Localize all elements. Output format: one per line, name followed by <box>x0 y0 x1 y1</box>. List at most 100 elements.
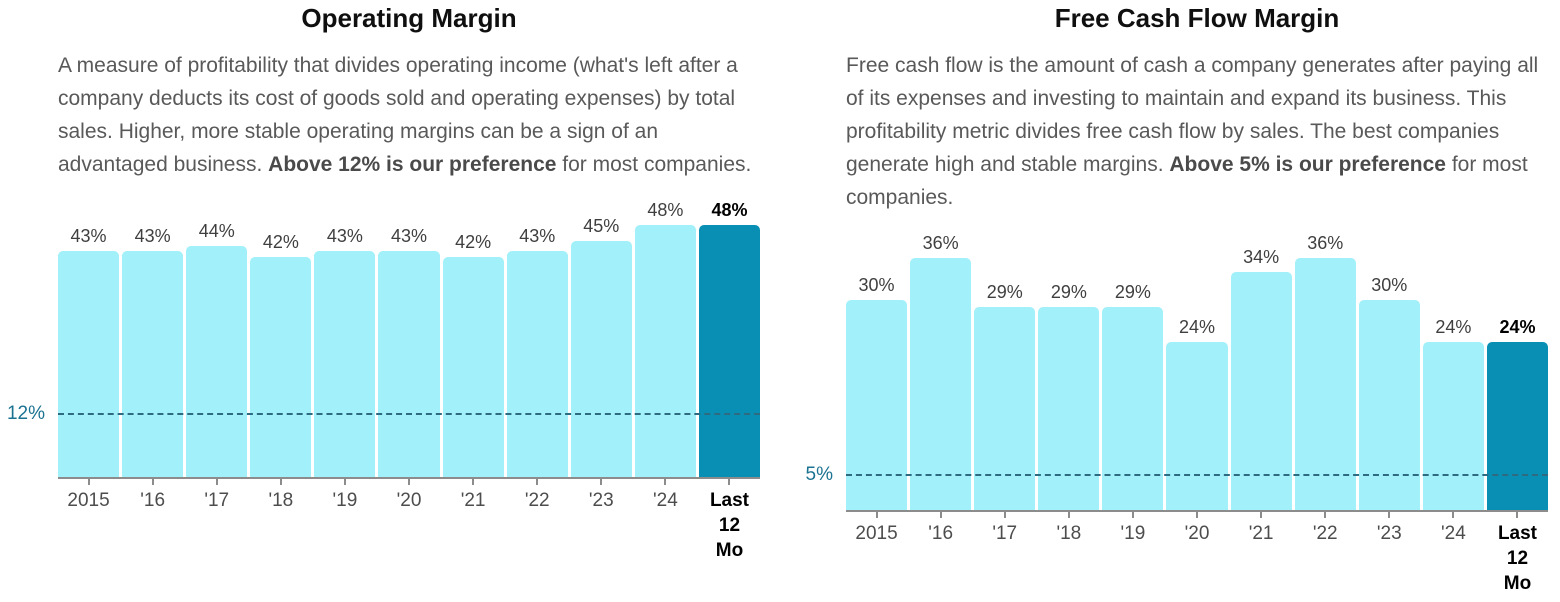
description-text: for most companies. <box>846 153 1528 209</box>
x-axis-labels: 2015'16'17'18'19'20'21'22'23'24 Last 12 M… <box>58 479 760 563</box>
bar <box>378 251 440 477</box>
chart-description-operating-margin: A measure of profitability that divides … <box>58 49 760 181</box>
bar <box>1102 307 1164 510</box>
x-tick-label: '22 <box>1295 512 1356 596</box>
bar-value-label: 43% <box>519 226 556 247</box>
bar <box>1422 342 1484 510</box>
x-tick-label: '20 <box>378 479 439 563</box>
bar-value-label: 43% <box>70 226 107 247</box>
bar-highlighted <box>1486 342 1549 510</box>
bar-value-label: 24% <box>1499 317 1536 337</box>
panel-free-cash-flow-margin: Free Cash Flow Margin Free cash flow is … <box>780 0 1560 602</box>
bar-value-label: 44% <box>198 221 235 241</box>
bar <box>1038 307 1100 510</box>
x-tick-label: '19 <box>1102 512 1163 596</box>
x-tick-label: Last 12 Mo <box>1487 512 1548 596</box>
bar-cell: 29% <box>974 281 1036 510</box>
bar-cell: 45% <box>570 215 632 477</box>
bar-cell: 24% <box>1422 316 1484 510</box>
x-tick-label: '23 <box>1359 512 1420 596</box>
bar <box>1294 258 1356 510</box>
bar <box>186 246 248 477</box>
bar-chart-free-cash-flow-margin: 5% 30% 36% 29% 29% 29% 24% 34% 36% 30% 24% 24% 2015… <box>806 232 1549 596</box>
bar-cell: 43% <box>314 225 376 477</box>
x-tick-label: '16 <box>910 512 971 596</box>
x-tick-label: '16 <box>122 479 183 563</box>
description-text: for most companies. <box>556 153 752 176</box>
bar-value-label: 24% <box>1435 317 1472 337</box>
bar-cell: 43% <box>378 225 440 477</box>
bar-value-label: 42% <box>455 231 492 252</box>
reference-line: 5% <box>806 464 1548 485</box>
bar <box>58 251 120 477</box>
bar-highlighted <box>698 225 761 477</box>
bar <box>250 256 312 477</box>
bar-value-label: 24% <box>1179 317 1216 337</box>
description-text: Free cash flow is the amount of cash a c… <box>846 54 1539 176</box>
bar-cell: 29% <box>1038 281 1100 510</box>
reference-line: 12% <box>7 403 760 424</box>
chart-description-free-cash-flow-margin: Free cash flow is the amount of cash a c… <box>846 49 1548 214</box>
bar <box>1166 342 1228 510</box>
x-tick-label: '20 <box>1166 512 1227 596</box>
bar-cell: 44% <box>186 220 248 477</box>
bar-cell: 42% <box>250 231 312 477</box>
x-tick-label: 2015 <box>58 479 119 563</box>
x-tick-label: 2015 <box>846 512 907 596</box>
x-tick-label: '23 <box>571 479 632 563</box>
description-text: A measure of profitability that divides … <box>58 54 738 176</box>
bar-value-label: 29% <box>986 282 1023 302</box>
plot-area: 12% 43% 43% 44% 42% 43% 43% 42% 43% 45% 48% 48% <box>7 199 761 479</box>
description-bold-text: Above 5% is our preference <box>1169 153 1446 176</box>
bar-value-label: 48% <box>711 200 748 220</box>
x-tick-label: '22 <box>507 479 568 563</box>
x-tick-label: '21 <box>1231 512 1292 596</box>
bar-cell: 43% <box>122 225 184 477</box>
chart-title-free-cash-flow-margin: Free Cash Flow Margin <box>1054 3 1340 33</box>
x-tick-label: '24 <box>635 479 696 563</box>
bar <box>314 251 376 477</box>
reference-line-label: 5% <box>805 464 833 485</box>
bar-value-label: 29% <box>1114 282 1151 302</box>
bar-cell: 48% <box>634 199 696 477</box>
x-tick-label: '21 <box>443 479 504 563</box>
x-axis-labels: 2015'16'17'18'19'20'21'22'23'24 Last 12 M… <box>846 512 1548 596</box>
bar-cell: 48% <box>698 199 761 477</box>
bar-value-label: 30% <box>858 275 895 295</box>
chart-title-operating-margin: Operating Margin <box>301 3 517 33</box>
bar <box>974 307 1036 510</box>
bar-value-label: 43% <box>134 226 171 247</box>
bar-cell: 24% <box>1166 316 1228 510</box>
bar-value-label: 43% <box>391 226 428 247</box>
reference-line-label: 12% <box>6 403 45 424</box>
bar-cell: 43% <box>58 225 120 477</box>
x-tick-label: Last 12 Mo <box>699 479 760 563</box>
bar-cell: 29% <box>1102 281 1164 510</box>
bar <box>442 256 504 477</box>
bar <box>122 251 184 477</box>
panel-operating-margin: Operating Margin A measure of profitabil… <box>0 0 780 602</box>
bar-cell: 42% <box>442 231 504 477</box>
bar <box>634 225 696 477</box>
x-tick-label: '18 <box>1038 512 1099 596</box>
bar-cell: 36% <box>910 232 972 510</box>
x-tick-label: '19 <box>314 479 375 563</box>
bar-cell: 36% <box>1294 232 1356 510</box>
bar <box>910 258 972 510</box>
bar-value-label: 34% <box>1243 247 1280 267</box>
bar-cell: 24% <box>1486 316 1549 510</box>
bar-cell: 43% <box>506 225 568 477</box>
x-tick-label: '17 <box>186 479 247 563</box>
bar-value-label: 29% <box>1050 282 1087 302</box>
bar-value-label: 36% <box>1307 233 1344 253</box>
x-tick-label: '18 <box>250 479 311 563</box>
bar <box>1358 300 1420 510</box>
bar <box>570 240 632 477</box>
bar-value-label: 30% <box>1371 275 1408 295</box>
bar-cell: 34% <box>1230 246 1292 510</box>
bar-value-label: 36% <box>922 233 959 253</box>
x-tick-label: '17 <box>974 512 1035 596</box>
description-bold-text: Above 12% is our preference <box>268 153 557 176</box>
x-tick-label: '24 <box>1423 512 1484 596</box>
